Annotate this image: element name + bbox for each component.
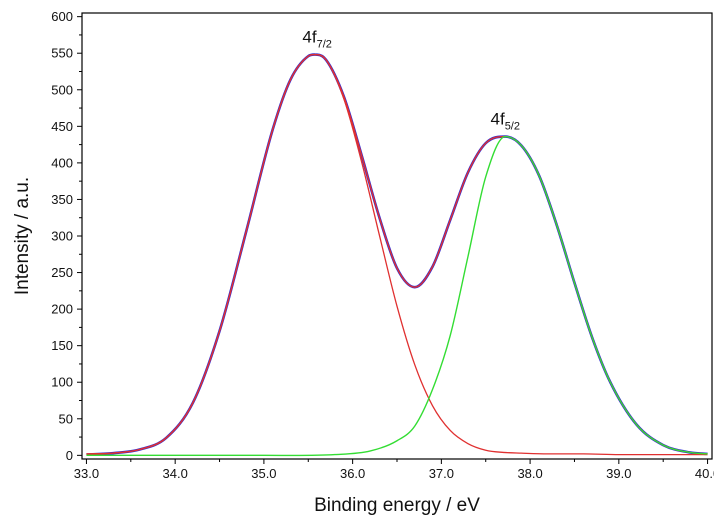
peak-label-1: 4f7/2 — [302, 28, 331, 51]
peak-label-2: 4f5/2 — [491, 110, 520, 133]
y-axis-ticks: 0 50 100 150 200 250 300 350 400 450 500 550 600 — [51, 9, 82, 463]
x-tick-label: 38.0 — [517, 466, 542, 481]
x-axis-ticks: 33.0 34.0 35.0 36.0 37.0 38.0 39.0 40.0 — [74, 459, 714, 481]
y-tick-label: 100 — [51, 375, 73, 390]
x-tick-label: 34.0 — [163, 466, 188, 481]
x-tick-label: 35.0 — [251, 466, 276, 481]
series-line-4 — [86, 135, 708, 457]
peak-label-subscript: 7/2 — [317, 39, 332, 51]
series-line-3 — [86, 53, 708, 456]
y-tick-label: 350 — [51, 192, 73, 207]
series-line-2 — [86, 53, 708, 455]
y-axis-title: Intensity / a.u. — [12, 177, 33, 295]
y-tick-label: 550 — [51, 46, 73, 61]
y-tick-label: 500 — [51, 82, 73, 97]
x-tick-label: 37.0 — [429, 466, 454, 481]
x-tick-label: 39.0 — [606, 466, 631, 481]
plot-frame — [81, 12, 713, 460]
x-tick-label: 40.0 — [695, 466, 714, 481]
x-tick-label: 36.0 — [340, 466, 365, 481]
series-line-1 — [86, 53, 708, 456]
y-tick-label: 50 — [59, 411, 73, 426]
y-tick-label: 450 — [51, 119, 73, 134]
series-layer — [86, 53, 708, 457]
x-axis-title: Binding energy / eV — [314, 495, 480, 516]
y-tick-label: 300 — [51, 229, 73, 244]
x-tick-label: 33.0 — [74, 466, 99, 481]
peak-label-subscript: 5/2 — [505, 121, 520, 133]
y-tick-label: 250 — [51, 265, 73, 280]
y-tick-label: 200 — [51, 302, 73, 317]
y-tick-label: 0 — [66, 448, 73, 463]
y-tick-label: 600 — [51, 9, 73, 24]
y-tick-label: 400 — [51, 155, 73, 170]
peak-label-main: 4f — [491, 110, 505, 129]
peak-label-main: 4f — [302, 28, 316, 47]
y-tick-label: 150 — [51, 338, 73, 353]
